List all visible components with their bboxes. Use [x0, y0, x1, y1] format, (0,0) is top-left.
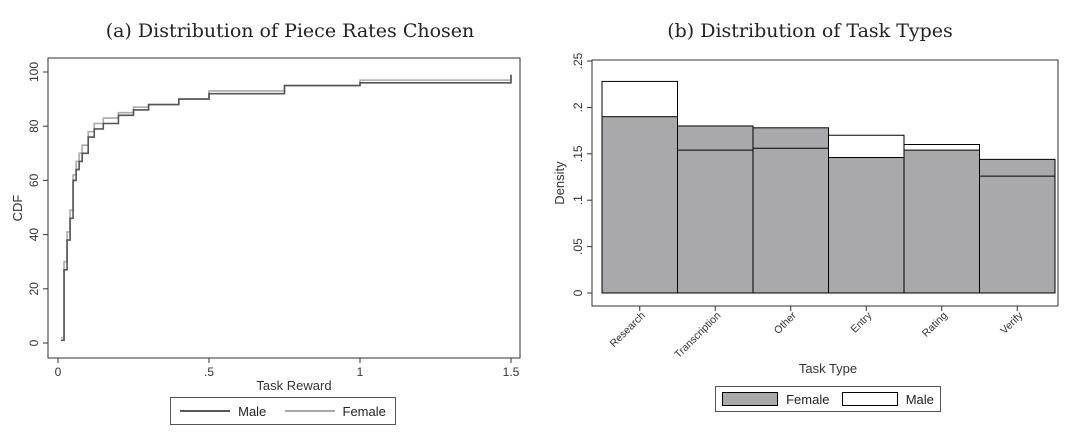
legend-item-female-b: Female: [722, 392, 829, 407]
legend-female-box: [722, 392, 779, 406]
y-tick-label-a: 80: [27, 119, 41, 133]
x-tick-label-b: Entry: [849, 309, 875, 335]
panel-task-types: (b) Distribution of Task Types 0 .05 .1 .15…: [540, 0, 1080, 441]
x-tick-label-a: 0: [55, 365, 62, 379]
legend-item-male-b: Male: [841, 391, 934, 407]
legend-item-male: Male: [180, 404, 266, 419]
y-tick-label-b: .1: [571, 195, 585, 205]
chart-title-a: (a) Distribution of Piece Rates Chosen: [105, 20, 475, 42]
panel-piece-rates: (a) Distribution of Piece Rates Chosen 0…: [10, 20, 521, 425]
y-tick-label-a: 20: [27, 282, 41, 296]
bar-female: [903, 149, 980, 294]
x-tick-label-b: Transcription: [672, 310, 723, 361]
bar-female: [752, 127, 829, 294]
bar-female: [601, 116, 678, 294]
legend-female-label: Female: [342, 403, 386, 419]
y-tick-label-a: 60: [27, 173, 41, 187]
x-tick-label-b: Rating: [920, 310, 950, 340]
bar-female: [677, 125, 754, 294]
y-axis-label-b: Density: [552, 161, 567, 205]
y-tick-label-b: 0: [571, 289, 585, 296]
legend-male-swatch: [180, 410, 231, 412]
y-tick-label-a: 40: [27, 228, 41, 242]
legend-item-female: Female: [284, 403, 386, 419]
legend-female-swatch: [284, 410, 335, 412]
series-line-male: [61, 74, 512, 342]
x-axis-label-a: Task Reward: [256, 378, 331, 393]
y-tick-label-b: .05: [571, 238, 585, 255]
legend-female-label-b: Female: [786, 391, 830, 407]
legend-a: Male Female: [170, 397, 396, 425]
x-axis-label-b: Task Type: [799, 361, 857, 376]
x-tick-label-b: Other: [772, 309, 799, 336]
x-tick-label-a: 1: [357, 365, 364, 379]
y-tick-label-b: .2: [571, 102, 585, 112]
legend-male-box: [841, 392, 898, 406]
bar-female: [828, 157, 905, 294]
density-chart: 0 .05 .1 .15 .2 .25 Density Research Transcripti…: [552, 52, 1059, 376]
plot-frame-b: [591, 59, 1059, 307]
y-tick-label-a: 0: [27, 339, 41, 346]
x-tick-label-b: Research: [608, 310, 648, 350]
y-tick-label-a: 100: [27, 62, 41, 82]
bar-female: [979, 158, 1056, 294]
legend-male-label: Male: [238, 403, 267, 419]
series-line-female: [61, 74, 512, 339]
y-tick-label-b: .25: [571, 52, 585, 69]
legend-b: Female Male: [715, 386, 941, 412]
x-tick-label-a: .5: [204, 365, 214, 379]
plot-frame-a: [47, 57, 521, 359]
x-tick-label-b: Verify: [998, 309, 1026, 337]
chart-title-b: (b) Distribution of Task Types: [667, 20, 953, 42]
y-axis-label-a: CDF: [10, 195, 25, 222]
legend-male-label-b: Male: [905, 391, 934, 407]
x-tick-label-a: 1.5: [503, 365, 520, 379]
cdf-chart: 0 20 40 60 80 100 0 .5 1 1.5 Task Reward CDF: [10, 57, 521, 393]
y-tick-label-b: .15: [571, 145, 585, 162]
